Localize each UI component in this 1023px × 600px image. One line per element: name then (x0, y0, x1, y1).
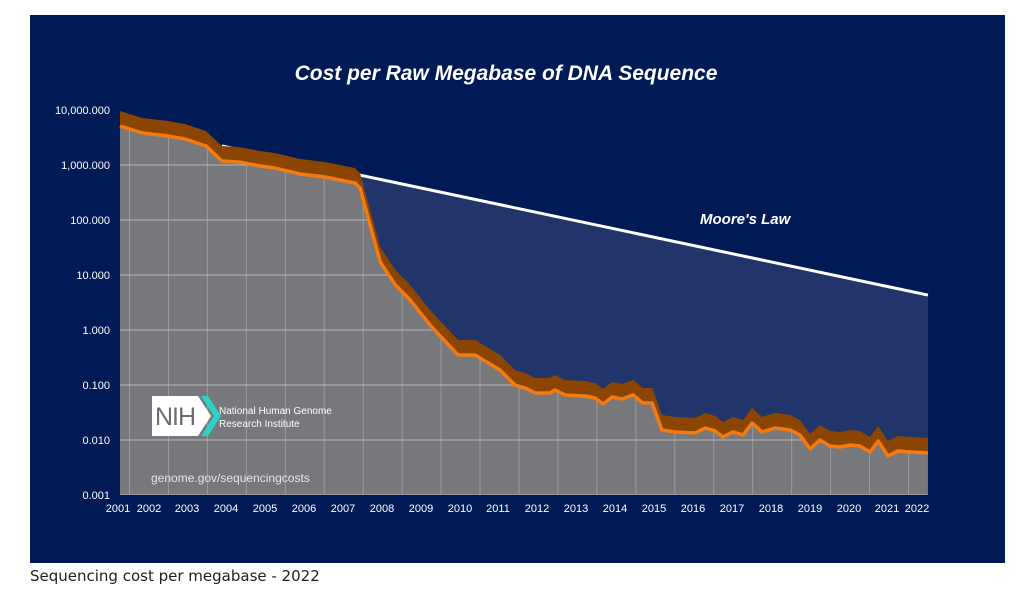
y-tick-label: 100.000 (70, 215, 110, 227)
y-tick-label: 0.100 (82, 380, 110, 392)
plot-area (120, 125, 928, 496)
x-tick-label: 2022 (905, 503, 929, 515)
source-url: genome.gov/sequencingcosts (151, 471, 310, 485)
y-tick-label: 0.010 (82, 435, 110, 447)
nih-chevron-icon (201, 396, 221, 436)
x-tick-label: 2018 (759, 503, 783, 515)
x-tick-label: 2012 (525, 503, 549, 515)
series-layer (119, 110, 929, 458)
x-tick-label: 2014 (603, 503, 627, 515)
x-axis: 2001 2002 2003 2004 2005 2006 2007 2008 2009 2010… (106, 503, 929, 515)
x-tick-label: 2003 (175, 503, 199, 515)
x-tick-label: 2015 (642, 503, 666, 515)
y-tick-label: 10,000.000 (55, 105, 110, 117)
x-tick-label: 2019 (798, 503, 822, 515)
x-tick-label: 2009 (409, 503, 433, 515)
y-tick-label: 10.000 (76, 270, 110, 282)
logo-line1: National Human Genome (219, 406, 332, 417)
x-tick-label: 2004 (214, 503, 238, 515)
nih-letters: NIH (155, 403, 195, 431)
x-tick-label: 2010 (448, 503, 472, 515)
x-tick-label: 2006 (292, 503, 316, 515)
moores-law-label: Moore's Law (700, 211, 792, 228)
moore-gap-area (221, 145, 928, 456)
x-tick-label: 2017 (720, 503, 744, 515)
x-tick-label: 2021 (875, 503, 899, 515)
x-tick-label: 2020 (837, 503, 861, 515)
nih-badge (152, 396, 211, 436)
x-tick-label: 2002 (137, 503, 161, 515)
x-tick-label: 2005 (253, 503, 277, 515)
x-tick-label: 2013 (564, 503, 588, 515)
x-tick-label: 2016 (681, 503, 705, 515)
x-tick-label: 2007 (331, 503, 355, 515)
y-axis: 10,000.000 1,000.000 100.000 10.000 1.000 0.1… (55, 105, 110, 502)
y-tick-label: 1.000 (82, 325, 110, 337)
y-tick-label: 1,000.000 (61, 160, 110, 172)
x-tick-label: 2011 (486, 503, 510, 515)
chart-title: Cost per Raw Megabase of DNA Sequence (295, 62, 718, 85)
x-tick-label: 2008 (370, 503, 394, 515)
image-caption: Sequencing cost per megabase - 2022 (30, 567, 320, 585)
cost-area (120, 125, 928, 496)
logo-line2: Research Institute (219, 419, 300, 430)
x-tick-label: 2001 (106, 503, 130, 515)
y-tick-label: 0.001 (82, 490, 110, 502)
nih-logo: NIH National Human Genome Research Insti… (152, 396, 332, 436)
